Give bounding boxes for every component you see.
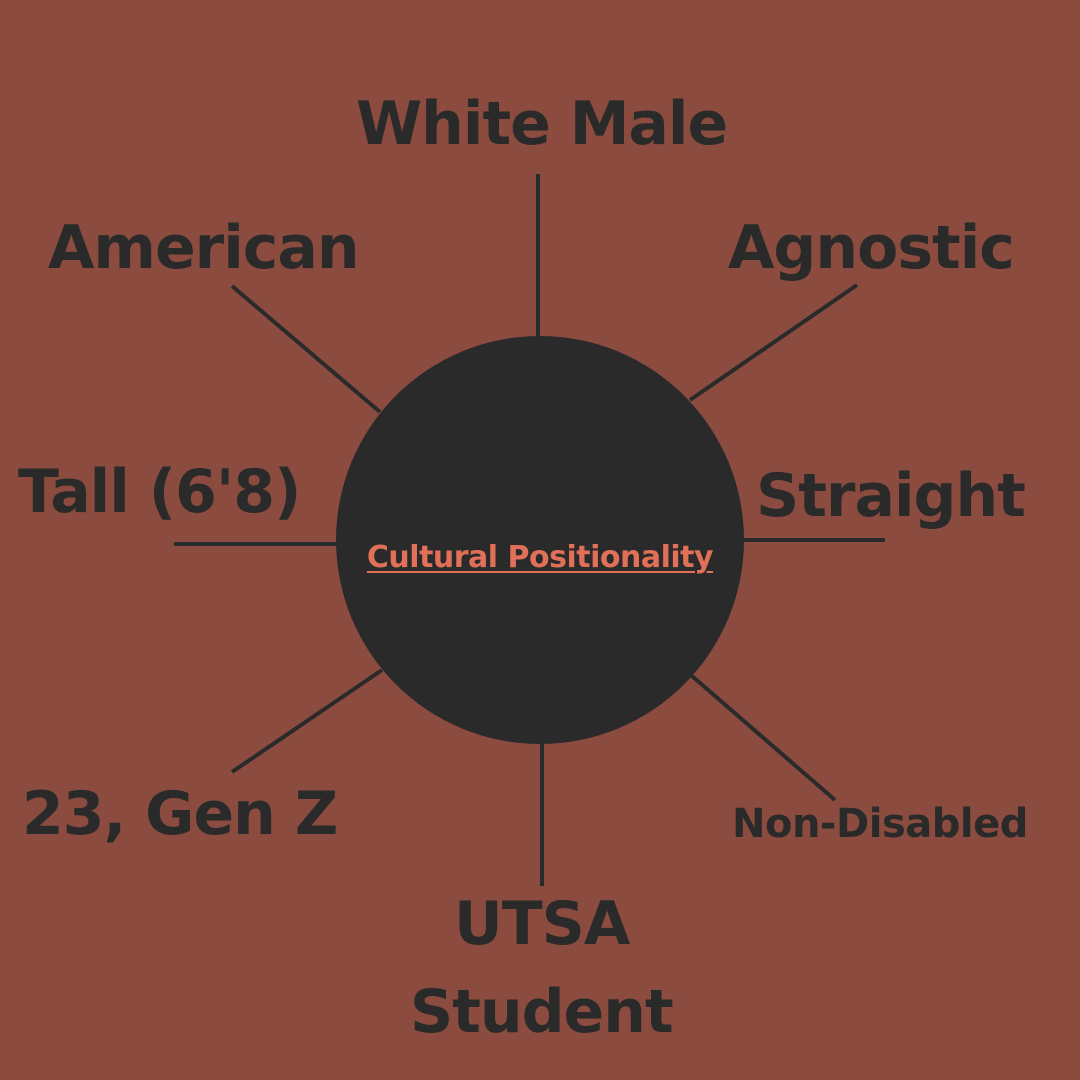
node-non-disabled: Non-Disabled [732, 801, 1028, 847]
node-american: American [48, 213, 360, 283]
node-tall: Tall (6'8) [18, 457, 301, 527]
node-utsa-line2: Student [410, 977, 674, 1047]
spoke-american [230, 284, 382, 414]
node-utsa-line1: UTSA [454, 889, 630, 959]
node-straight: Straight [756, 461, 1026, 531]
node-agnostic: Agnostic [728, 213, 1015, 283]
hub-title: Cultural Positionality [366, 540, 714, 575]
node-white-male: White Male [356, 89, 728, 159]
spoke-non-disabled [690, 674, 837, 802]
spoke-gen-z [230, 668, 384, 774]
spoke-agnostic [688, 283, 859, 402]
node-gen-z: 23, Gen Z [22, 779, 338, 849]
center-hub [336, 336, 744, 744]
